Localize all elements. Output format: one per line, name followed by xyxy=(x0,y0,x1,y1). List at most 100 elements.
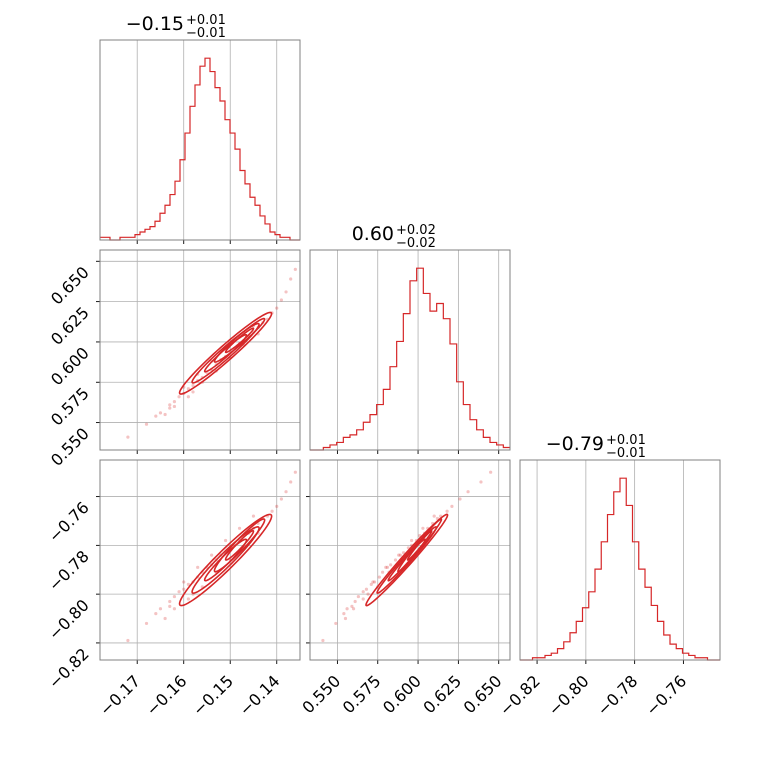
sample-point-2-1-12 xyxy=(385,565,390,569)
x-tick-label-0-2: −0.15 xyxy=(189,671,237,719)
y-tick-label-1-0: 0.550 xyxy=(47,424,93,470)
x-tick-label-1-3: 0.625 xyxy=(419,671,465,717)
sample-point-1-0-4 xyxy=(168,403,172,407)
sample-point-2-0-43 xyxy=(223,538,228,543)
x-tick-label-2-3: −0.76 xyxy=(642,671,690,719)
sample-point-2-0-2 xyxy=(154,612,158,616)
param-title-plus-0: +0.01 xyxy=(186,13,226,28)
y-tick-label-1-3: 0.625 xyxy=(47,303,93,349)
sample-point-2-0-46 xyxy=(168,604,172,608)
sample-point-1-0-8 xyxy=(186,387,190,391)
contour-1-0-0-2 xyxy=(178,311,273,395)
y-tick-label-2-3: −0.76 xyxy=(45,498,93,546)
sample-point-1-0-28 xyxy=(279,298,283,302)
sample-point-2-0-0 xyxy=(126,638,130,643)
y-tick-label-1-4: 0.650 xyxy=(47,263,93,309)
sample-point-1-0-0 xyxy=(126,435,130,439)
x-tick-label-2-0: −0.82 xyxy=(496,671,544,719)
sample-point-2-0-27 xyxy=(275,504,279,508)
y-tick-label-2-2: −0.78 xyxy=(45,547,93,595)
sample-point-2-1-26 xyxy=(445,509,449,513)
sample-point-2-1-30 xyxy=(479,480,483,484)
x-tick-label-2-1: −0.80 xyxy=(545,671,593,719)
sample-point-2-1-6 xyxy=(361,590,365,594)
sample-point-2-1-46 xyxy=(350,604,354,608)
sample-point-2-1-31 xyxy=(489,470,493,474)
sample-point-2-1-16 xyxy=(401,551,406,555)
sample-point-2-1-47 xyxy=(361,597,365,601)
contour-2-1-1-1 xyxy=(397,518,443,573)
scatter-frame-2-0 xyxy=(99,459,301,661)
y-tick-label-2-0: −0.82 xyxy=(45,644,93,692)
x-tick-label-1-4: 0.650 xyxy=(460,671,506,717)
scatter-frame-2-1 xyxy=(309,459,511,661)
histogram-1 xyxy=(310,267,510,451)
sample-point-2-1-27 xyxy=(450,504,454,508)
sample-point-2-1-43 xyxy=(410,538,414,543)
sample-point-2-0-33 xyxy=(172,607,177,611)
sample-point-2-0-44 xyxy=(237,526,242,530)
sample-point-2-1-14 xyxy=(393,558,398,562)
sample-point-1-0-30 xyxy=(289,277,293,281)
histogram-2 xyxy=(520,477,720,661)
sample-point-2-1-7 xyxy=(364,587,369,591)
sample-point-2-0-47 xyxy=(186,597,190,601)
hist-panel-0 xyxy=(99,39,301,244)
sample-point-2-0-28 xyxy=(279,497,283,501)
sample-point-2-1-40 xyxy=(371,580,375,584)
sample-point-2-0-26 xyxy=(270,509,274,513)
param-title-minus-1: −0.02 xyxy=(396,236,436,251)
x-tick-label-0-1: −0.16 xyxy=(142,671,190,719)
param-title-1: 0.60 xyxy=(352,223,394,245)
hist-panel-2 xyxy=(519,459,721,664)
sample-point-2-0-45 xyxy=(251,514,256,518)
contour-2-1-1-0 xyxy=(406,529,433,561)
sample-point-2-0-32 xyxy=(163,616,167,621)
sample-point-2-1-3 xyxy=(345,607,349,611)
contour-1-0-0-1 xyxy=(191,322,260,384)
sample-point-2-0-42 xyxy=(210,553,214,557)
sample-point-2-0-7 xyxy=(182,587,186,591)
sample-point-1-0-2 xyxy=(154,414,158,418)
sample-point-2-0-30 xyxy=(289,480,293,484)
sample-point-2-0-40 xyxy=(182,580,186,584)
sample-point-2-1-29 xyxy=(466,490,470,494)
contour-2-0-1-1 xyxy=(213,518,266,573)
sample-point-2-1-44 xyxy=(421,526,425,530)
hist-panel-1 xyxy=(309,249,511,454)
sample-point-1-0-31 xyxy=(293,267,297,271)
contour-1-0-1-0 xyxy=(224,327,255,354)
sample-point-2-1-32 xyxy=(343,616,348,621)
sample-point-1-0-1 xyxy=(144,422,149,426)
sample-point-2-0-31 xyxy=(293,470,297,474)
sample-point-2-1-13 xyxy=(389,563,393,567)
x-tick-label-2-2: −0.78 xyxy=(593,671,641,719)
sample-point-2-1-4 xyxy=(353,599,357,604)
sample-point-2-1-41 xyxy=(384,565,388,569)
sample-point-2-1-2 xyxy=(342,612,346,616)
sample-point-1-0-29 xyxy=(284,290,288,294)
param-title-minus-2: −0.01 xyxy=(606,446,646,461)
sample-point-2-1-8 xyxy=(369,582,373,586)
scatter-panel-2-0 xyxy=(96,459,301,664)
y-tick-label-1-2: 0.600 xyxy=(47,343,93,389)
x-tick-label-1-1: 0.575 xyxy=(339,671,385,717)
contour-1-0-0-0 xyxy=(203,333,248,373)
sample-point-2-1-33 xyxy=(351,607,356,611)
sample-point-2-1-11 xyxy=(380,570,385,574)
sample-point-1-0-46 xyxy=(168,406,172,410)
x-tick-label-0-0: −0.17 xyxy=(96,671,144,719)
sample-point-1-0-47 xyxy=(186,395,190,399)
sample-point-2-1-15 xyxy=(398,553,402,557)
hist-frame-1 xyxy=(309,249,511,451)
contour-2-1-0-2 xyxy=(365,513,449,607)
sample-point-1-0-6 xyxy=(177,395,181,399)
sample-point-2-0-3 xyxy=(158,607,163,611)
param-title-plus-1: +0.02 xyxy=(396,223,436,238)
sample-point-1-0-27 xyxy=(275,306,279,310)
sample-point-2-0-8 xyxy=(186,582,190,586)
contour-1-0-1-1 xyxy=(213,317,266,363)
hist-frame-0 xyxy=(99,39,301,241)
